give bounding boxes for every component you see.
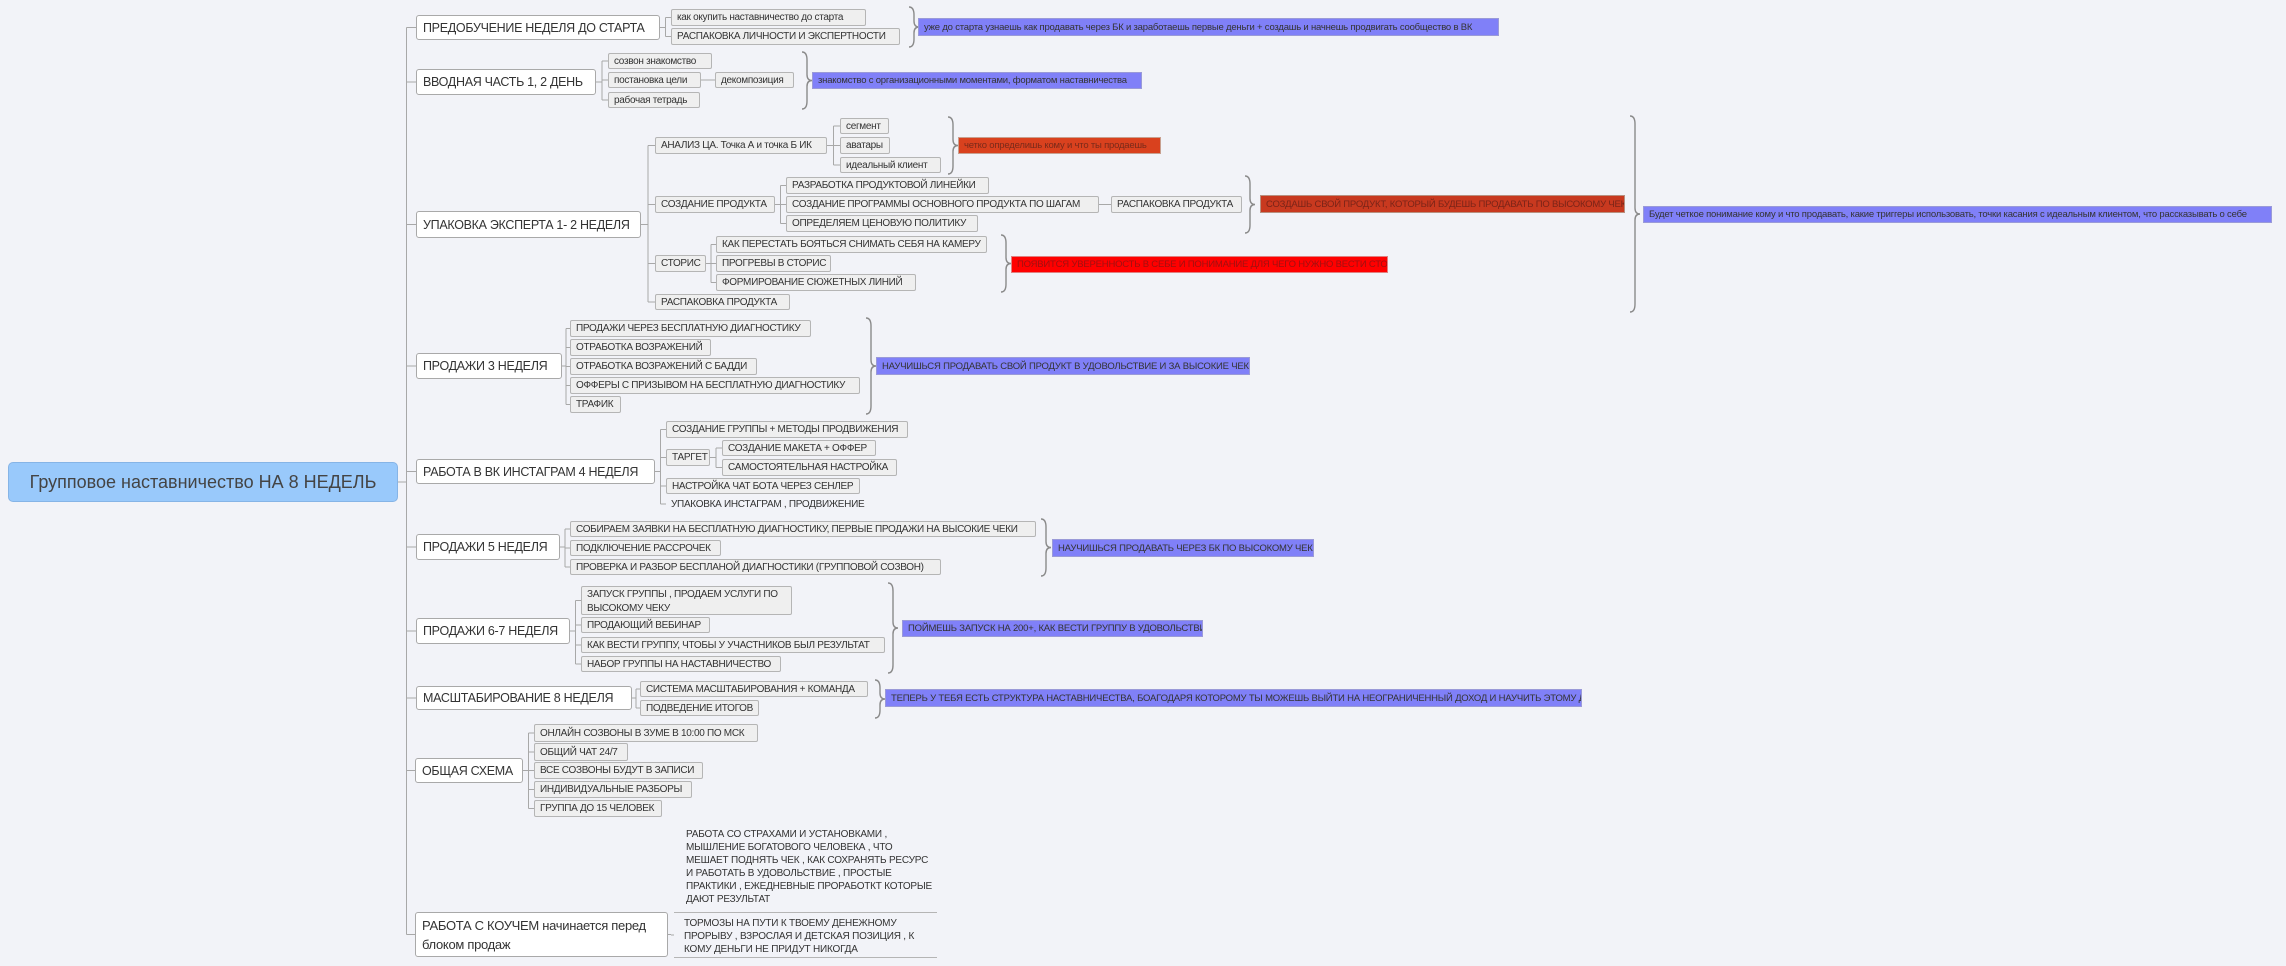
subtopic[interactable]: декомпозиция <box>715 72 794 88</box>
subtopic[interactable]: САМОСТОЯТЕЛЬНАЯ НАСТРОЙКА <box>722 459 897 476</box>
subtopic[interactable]: СОЗДАНИЕ ПРОГРАММЫ ОСНОВНОГО ПРОДУКТА ПО… <box>786 196 1099 213</box>
subtopic[interactable]: ПОДВЕДЕНИЕ ИТОГОВ <box>640 700 759 716</box>
connector-line <box>570 600 581 665</box>
summary-note[interactable]: НАУЧИШЬСЯ ПРОДАВАТЬ ЧЕРЕЗ БК ПО ВЫСОКОМУ… <box>1052 539 1314 557</box>
summary-brace <box>947 116 959 175</box>
connector-line <box>398 27 416 935</box>
topic-sales-week3[interactable]: ПРОДАЖИ 3 НЕДЕЛЯ <box>416 353 562 379</box>
subtopic[interactable]: ОТРАБОТКА ВОЗРАЖЕНИЙ <box>570 339 711 356</box>
subtopic[interactable]: КАК ВЕСТИ ГРУППУ, ЧТОБЫ У УЧАСТНИКОВ БЫЛ… <box>581 637 885 653</box>
subtopic[interactable]: СОЗДАНИЕ МАКЕТА + ОФФЕР <box>722 440 876 456</box>
topic-sales-week6-7[interactable]: ПРОДАЖИ 6-7 НЕДЕЛЯ <box>416 618 570 644</box>
connector-line <box>660 17 671 37</box>
summary-note[interactable]: четко определишь кому и что ты продаешь <box>958 137 1161 154</box>
subtopic[interactable]: ПРОГРЕВЫ В СТОРИС <box>716 255 831 272</box>
subtopic-product-creation[interactable]: СОЗДАНИЕ ПРОДУКТА <box>655 196 775 213</box>
connector-line <box>827 125 840 166</box>
topic-pre-training[interactable]: ПРЕДОБУЧЕНИЕ НЕДЕЛЯ ДО СТАРТА <box>416 15 660 40</box>
connector-line <box>655 429 666 505</box>
topic-general-scheme[interactable]: ОБЩАЯ СХЕМА <box>415 758 523 783</box>
coach-text-block[interactable]: ТОРМОЗЫ НА ПУТИ К ТВОЕМУ ДЕНЕЖНОМУ ПРОРЫ… <box>674 912 937 958</box>
summary-brace <box>874 679 886 719</box>
subtopic[interactable]: ФОРМИРОВАНИЕ СЮЖЕТНЫХ ЛИНИЙ <box>716 274 916 291</box>
topic-intro[interactable]: ВВОДНАЯ ЧАСТЬ 1, 2 ДЕНЬ <box>416 69 596 95</box>
summary-note[interactable]: ПОЯВИТСЯ УВЕРЕННОСТЬ В СЕБЕ И ПОНИМАНИЕ … <box>1011 256 1388 273</box>
connector-line <box>596 60 608 101</box>
subtopic[interactable]: ВСЕ СОЗВОНЫ БУДУТ В ЗАПИСИ <box>534 762 703 779</box>
subtopic[interactable]: сегмент <box>840 118 889 134</box>
summary-note[interactable]: Будет четкое понимание кому и что продав… <box>1643 206 2272 223</box>
summary-note[interactable]: СОЗДАШЬ СВОЙ ПРОДУКТ, КОТОРЫЙ БУДЕШЬ ПРО… <box>1260 195 1625 213</box>
subtopic[interactable]: ОНЛАЙН СОЗВОНЫ В ЗУМЕ В 10:00 ПО МСК <box>534 724 758 742</box>
subtopic[interactable]: ГРУППА ДО 15 ЧЕЛОВЕК <box>534 800 662 817</box>
subtopic[interactable]: ОБЩИЙ ЧАТ 24/7 <box>534 743 628 761</box>
subtopic[interactable]: идеальный клиент <box>840 157 941 173</box>
subtopic[interactable]: рабочая тетрадь <box>608 92 700 108</box>
subtopic[interactable]: созвон знакомство <box>608 53 712 69</box>
subtopic[interactable]: постановка цели <box>608 72 701 88</box>
topic-sales-week5[interactable]: ПРОДАЖИ 5 НЕДЕЛЯ <box>416 534 560 560</box>
subtopic[interactable]: ПРОВЕРКА И РАЗБОР БЕСПЛАНОЙ ДИАГНОСТИКИ … <box>570 559 941 575</box>
subtopic[interactable]: ПРОДАЖИ ЧЕРЕЗ БЕСПЛАТНУЮ ДИАГНОСТИКУ <box>570 320 811 337</box>
subtopic[interactable]: КАК ПЕРЕСТАТЬ БОЯТЬСЯ СНИМАТЬ СЕБЯ НА КА… <box>716 236 987 253</box>
connector-line <box>562 328 570 405</box>
topic-expert-packaging[interactable]: УПАКОВКА ЭКСПЕРТА 1- 2 НЕДЕЛЯ <box>416 211 641 238</box>
subtopic[interactable]: УПАКОВКА ИНСТАГРАМ , ПРОДВИЖЕНИЕ <box>671 498 865 510</box>
subtopic[interactable]: НАСТРОЙКА ЧАТ БОТА ЧЕРЕЗ СЕНЛЕР <box>666 478 860 494</box>
subtopic-stories[interactable]: СТОРИС <box>655 255 706 272</box>
summary-brace <box>1040 518 1052 577</box>
subtopic[interactable]: ЗАПУСК ГРУППЫ , ПРОДАЕМ УСЛУГИ ПО ВЫСОКО… <box>581 586 792 615</box>
subtopic[interactable]: ОПРЕДЕЛЯЕМ ЦЕНОВУЮ ПОЛИТИКУ <box>786 215 978 232</box>
subtopic[interactable]: ПРОДАЮЩИЙ ВЕБИНАР <box>581 617 710 633</box>
summary-brace <box>1629 115 1641 313</box>
subtopic[interactable]: ПОДКЛЮЧЕНИЕ РАССРОЧЕК <box>570 540 721 556</box>
summary-brace <box>1000 234 1012 293</box>
topic-scaling[interactable]: МАСШТАБИРОВАНИЕ 8 НЕДЕЛЯ <box>416 686 632 710</box>
connector-line <box>523 732 534 809</box>
summary-note[interactable]: ТЕПЕРЬ У ТЕБЯ ЕСТЬ СТРУКТУРА НАСТАВНИЧЕС… <box>885 689 1582 707</box>
topic-vk-instagram[interactable]: РАБОТА В ВК ИНСТАГРАМ 4 НЕДЕЛЯ <box>416 459 655 484</box>
subtopic[interactable]: РАЗРАБОТКА ПРОДУКТОВОЙ ЛИНЕЙКИ <box>786 177 989 194</box>
subtopic[interactable]: НАБОР ГРУППЫ НА НАСТАВНИЧЕСТВО <box>581 656 781 672</box>
connector-line <box>560 528 570 568</box>
subtopic[interactable]: ТРАФИК <box>570 396 621 413</box>
subtopic[interactable]: как окупить наставничество до старта <box>671 9 866 26</box>
subtopic[interactable]: ОФФЕРЫ С ПРИЗЫВОМ НА БЕСПЛАТНУЮ ДИАГНОСТ… <box>570 377 860 394</box>
summary-brace <box>865 317 877 415</box>
subtopic[interactable]: СИСТЕМА МАСШТАБИРОВАНИЯ + КОМАНДА <box>640 681 868 697</box>
connector-line <box>632 688 640 709</box>
summary-brace <box>1244 175 1256 234</box>
summary-note[interactable]: уже до старта узнаешь как продавать чере… <box>918 18 1499 36</box>
subtopic[interactable]: ИНДИВИДУАЛЬНЫЕ РАЗБОРЫ <box>534 781 692 798</box>
subtopic[interactable]: ОТРАБОТКА ВОЗРАЖЕНИЙ С БАДДИ <box>570 358 757 375</box>
connector-line <box>706 244 716 283</box>
summary-note[interactable]: НАУЧИШЬСЯ ПРОДАВАТЬ СВОЙ ПРОДУКТ В УДОВО… <box>876 357 1250 375</box>
subtopic-target[interactable]: ТАРГЕТ <box>666 449 710 466</box>
topic-coach-work[interactable]: РАБОТА С КОУЧЕМ начинается перед блоком … <box>415 912 668 957</box>
subtopic[interactable]: РАСПАКОВКА ЛИЧНОСТИ И ЭКСПЕРТНОСТИ <box>671 28 900 45</box>
central-topic[interactable]: Групповое наставничество НА 8 НЕДЕЛЬ <box>8 462 398 502</box>
connector-line <box>641 145 655 303</box>
summary-brace <box>801 51 813 110</box>
coach-text-block[interactable]: РАБОТА СО СТРАХАМИ И УСТАНОВКАМИ , МЫШЛЕ… <box>686 829 933 905</box>
subtopic[interactable]: СОБИРАЕМ ЗАЯВКИ НА БЕСПЛАТНУЮ ДИАГНОСТИК… <box>570 521 1036 537</box>
subtopic[interactable]: СОЗДАНИЕ ГРУППЫ + МЕТОДЫ ПРОДВИЖЕНИЯ <box>666 421 908 438</box>
subtopic-audience-analysis[interactable]: АНАЛИЗ ЦА. Точка А и точка Б ИК <box>655 137 827 154</box>
connector-line <box>710 447 722 468</box>
subtopic[interactable]: аватары <box>840 137 890 154</box>
connector-line <box>775 185 786 224</box>
subtopic[interactable]: РАСПАКОВКА ПРОДУКТА <box>1111 196 1242 213</box>
summary-brace <box>887 582 899 674</box>
summary-note[interactable]: ПОЙМЕШЬ ЗАПУСК НА 200+, КАК ВЕСТИ ГРУППУ… <box>902 620 1203 637</box>
subtopic-product-unpacking[interactable]: РАСПАКОВКА ПРОДУКТА <box>655 294 790 310</box>
summary-note[interactable]: знакомство с организационными моментами,… <box>812 72 1142 89</box>
